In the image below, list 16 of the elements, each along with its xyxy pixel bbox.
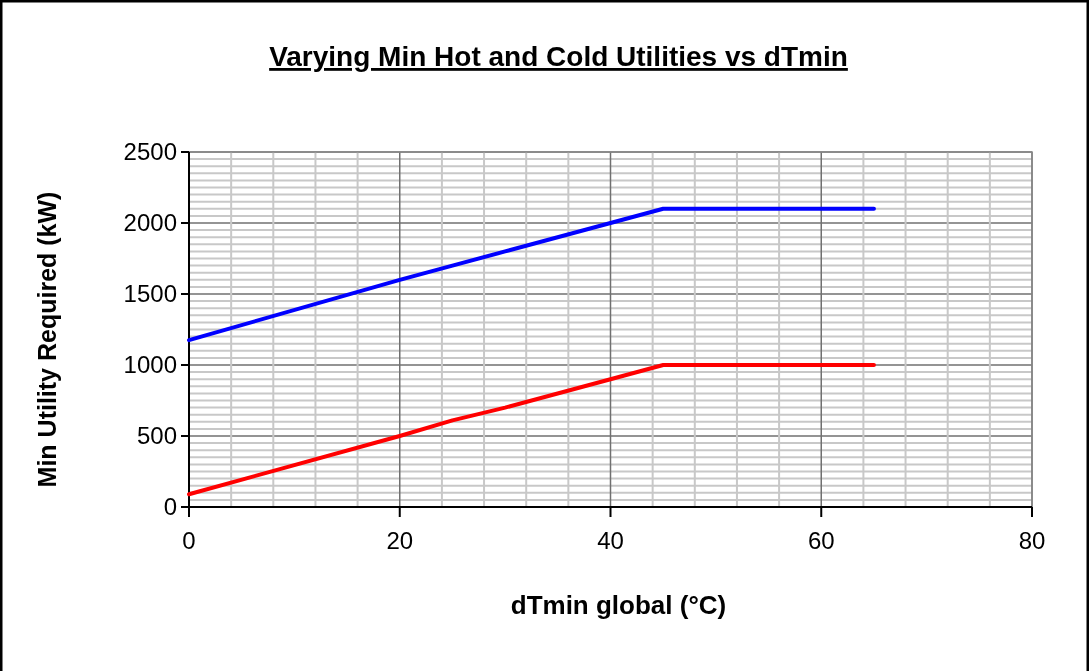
line-series — [187, 363, 876, 497]
y-tick-label: 2500 — [123, 138, 177, 166]
chart-title: Varying Min Hot and Cold Utilities vs dTmin — [269, 41, 848, 72]
x-tick-label: 60 — [807, 527, 835, 554]
x-tick-label: 0 — [182, 527, 196, 554]
y-tick-label: 1000 — [123, 351, 177, 379]
y-tick-label: 2000 — [123, 209, 177, 237]
x-axis-title: dTmin global (°C) — [510, 590, 727, 620]
x-tick-label: 20 — [386, 527, 414, 554]
y-tick-label: 0 — [163, 493, 177, 521]
x-tick-label: 80 — [1018, 527, 1046, 554]
y-tick-label: 500 — [136, 422, 177, 450]
y-tick-label: 1500 — [123, 280, 177, 308]
y-axis-title: Min Utility Required (kW) — [33, 191, 61, 488]
x-tick-label: 40 — [597, 527, 624, 554]
line-series — [187, 206, 876, 343]
